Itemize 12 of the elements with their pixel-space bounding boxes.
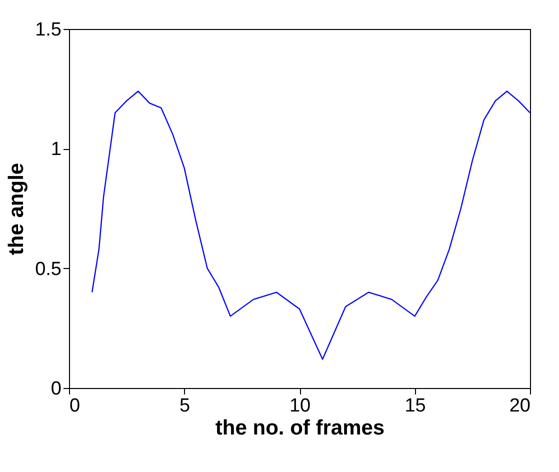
x-axis-title: the no. of frames — [215, 416, 385, 440]
x-tick-label: 15 — [404, 396, 426, 416]
y-axis-title: the angle — [5, 162, 28, 256]
y-tick-label: 1.5 — [35, 20, 62, 40]
x-tick-label: 20 — [509, 396, 530, 416]
y-tick-label: 1 — [50, 139, 62, 160]
y-tick-label: 0.5 — [35, 258, 62, 280]
y-tick-label: 0 — [50, 378, 62, 400]
x-tick-label: 10 — [289, 396, 311, 416]
x-tick-label: 0 — [70, 396, 80, 416]
line-series — [91, 90, 531, 360]
x-tick-label: 5 — [179, 396, 190, 416]
